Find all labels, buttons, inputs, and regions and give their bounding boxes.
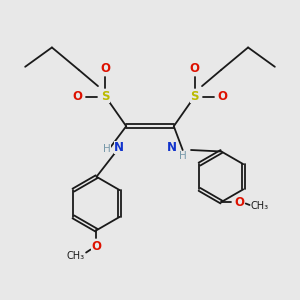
Text: O: O (72, 90, 82, 103)
Text: H: H (179, 151, 187, 161)
Text: H: H (103, 143, 111, 154)
Text: S: S (190, 90, 199, 103)
Text: O: O (234, 196, 244, 208)
Text: O: O (100, 62, 110, 75)
Text: N: N (167, 140, 177, 154)
Text: O: O (92, 240, 101, 253)
Text: N: N (114, 140, 124, 154)
Text: CH₃: CH₃ (67, 250, 85, 260)
Text: CH₃: CH₃ (251, 202, 269, 212)
Text: S: S (101, 90, 110, 103)
Text: O: O (190, 62, 200, 75)
Text: O: O (218, 90, 228, 103)
